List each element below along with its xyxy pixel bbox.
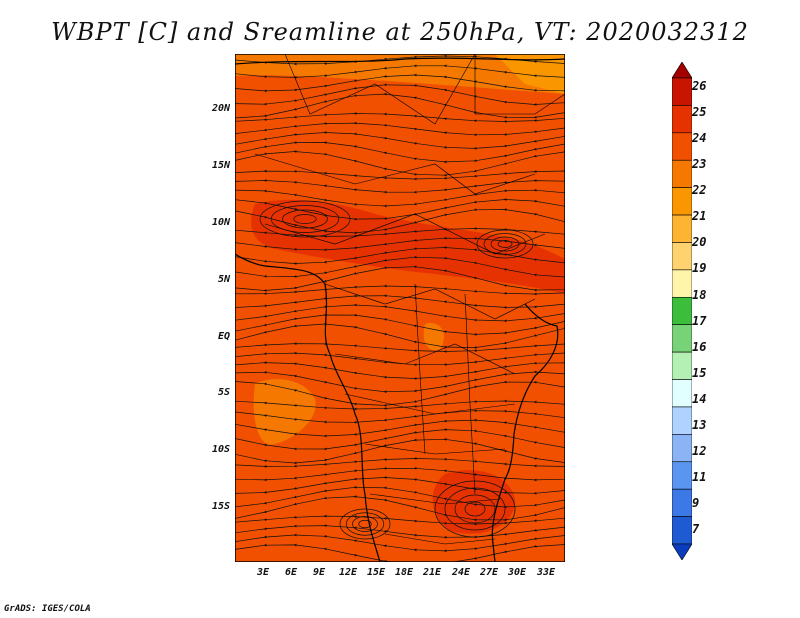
eddy-streamline xyxy=(497,240,513,248)
streamline-map xyxy=(235,54,565,562)
colorbar xyxy=(672,62,692,560)
colorbar-label: 15 xyxy=(692,366,707,380)
eddy-streamline xyxy=(434,480,516,538)
colorbar-swatch xyxy=(672,214,692,243)
y-tick-label: 15N xyxy=(211,160,230,171)
colorbar-label: 22 xyxy=(692,183,707,197)
colorbar-label: 19 xyxy=(692,261,707,275)
y-tick-label: 20N xyxy=(211,103,230,114)
colorbar-swatch xyxy=(672,132,692,161)
x-tick-label: 30E xyxy=(507,567,527,578)
eddy-streamline xyxy=(464,501,486,517)
streamline xyxy=(235,514,565,526)
y-tick-label: 10N xyxy=(211,217,230,228)
x-tick-label: 21E xyxy=(422,567,442,578)
x-tick-label: 6E xyxy=(284,567,298,578)
colorbar-label: 9 xyxy=(692,496,700,510)
colorbar-swatch xyxy=(672,296,692,326)
eddy-streamline xyxy=(476,229,534,259)
colorbar-label: 13 xyxy=(692,418,707,432)
x-tick-label: 15E xyxy=(366,567,386,578)
eddy-streamline xyxy=(490,236,520,252)
colorbar-label: 25 xyxy=(692,105,707,119)
x-tick-label: 9E xyxy=(312,567,326,578)
x-tick-label: 24E xyxy=(451,567,471,578)
x-tick-label: 3E xyxy=(256,567,270,578)
streamline xyxy=(235,399,565,411)
colorbar-label: 24 xyxy=(692,131,707,145)
colorbar-bottom-arrow xyxy=(672,543,692,560)
colorbar-swatch xyxy=(672,242,692,271)
colorbar-swatch xyxy=(672,187,692,216)
eddy-streamline xyxy=(352,516,378,532)
credit-text: GrADS: IGES/COLA xyxy=(4,604,91,614)
eddy-streamline xyxy=(293,214,317,224)
colorbar-swatch xyxy=(672,488,692,517)
streamline xyxy=(235,322,565,349)
colorbar-label: 26 xyxy=(692,79,707,93)
map-title: WBPT [C] and Sreamline at 250hPa, VT: 20… xyxy=(51,18,749,46)
streamline xyxy=(235,112,565,123)
colorbar-swatch xyxy=(672,351,692,380)
x-tick-label: 27E xyxy=(479,567,499,578)
streamline xyxy=(235,342,565,353)
eddy-streamline xyxy=(345,512,385,536)
colorbar-swatch xyxy=(672,516,692,545)
colorbar-swatch xyxy=(672,434,692,463)
eddy-streamline xyxy=(282,209,328,229)
colorbar-top-arrow xyxy=(672,62,692,79)
y-tick-label: EQ xyxy=(217,331,230,342)
colorbar-label: 18 xyxy=(692,288,707,302)
eddy-streamline xyxy=(358,519,372,529)
streamline xyxy=(235,227,565,238)
streamline xyxy=(235,54,565,66)
x-tick-label: 12E xyxy=(338,567,358,578)
colorbar-swatch xyxy=(672,159,692,188)
colorbar-label: 16 xyxy=(692,340,707,354)
colorbar-label: 14 xyxy=(692,392,707,406)
y-tick-label: 10S xyxy=(211,444,230,455)
streamline xyxy=(235,543,565,562)
colorbar-label: 23 xyxy=(692,157,707,171)
y-tick-label: 5N xyxy=(217,274,230,285)
colorbar-swatch xyxy=(672,461,692,490)
streamline xyxy=(235,169,565,181)
streamline xyxy=(235,208,565,235)
y-tick-label: 15S xyxy=(211,501,230,512)
y-tick-label: 5S xyxy=(217,387,230,398)
eddy-streamline xyxy=(454,494,496,524)
colorbar-label: 12 xyxy=(692,444,707,458)
colorbar-swatch xyxy=(672,324,692,353)
colorbar-label: 11 xyxy=(692,470,707,484)
wbpt-patch-south xyxy=(235,444,565,562)
colorbar-label: 17 xyxy=(692,314,707,328)
colorbar-label: 20 xyxy=(692,235,707,249)
colorbar-swatch xyxy=(672,77,692,106)
x-tick-label: 18E xyxy=(394,567,414,578)
eddy-streamline xyxy=(483,233,527,255)
colorbar-swatch xyxy=(672,105,692,134)
country-borders xyxy=(254,54,565,545)
streamline xyxy=(235,457,565,468)
eddy-streamline xyxy=(444,487,506,531)
colorbar-swatch xyxy=(672,379,692,408)
eddy-streamline xyxy=(339,508,391,540)
colorbar-swatch xyxy=(672,269,692,298)
colorbar-swatch xyxy=(672,406,692,435)
x-tick-label: 33E xyxy=(536,567,556,578)
eddy-streamline xyxy=(270,205,340,233)
colorbar-label: 21 xyxy=(692,209,707,223)
eddy-streamline xyxy=(259,200,351,238)
colorbar-label: 7 xyxy=(692,522,700,536)
